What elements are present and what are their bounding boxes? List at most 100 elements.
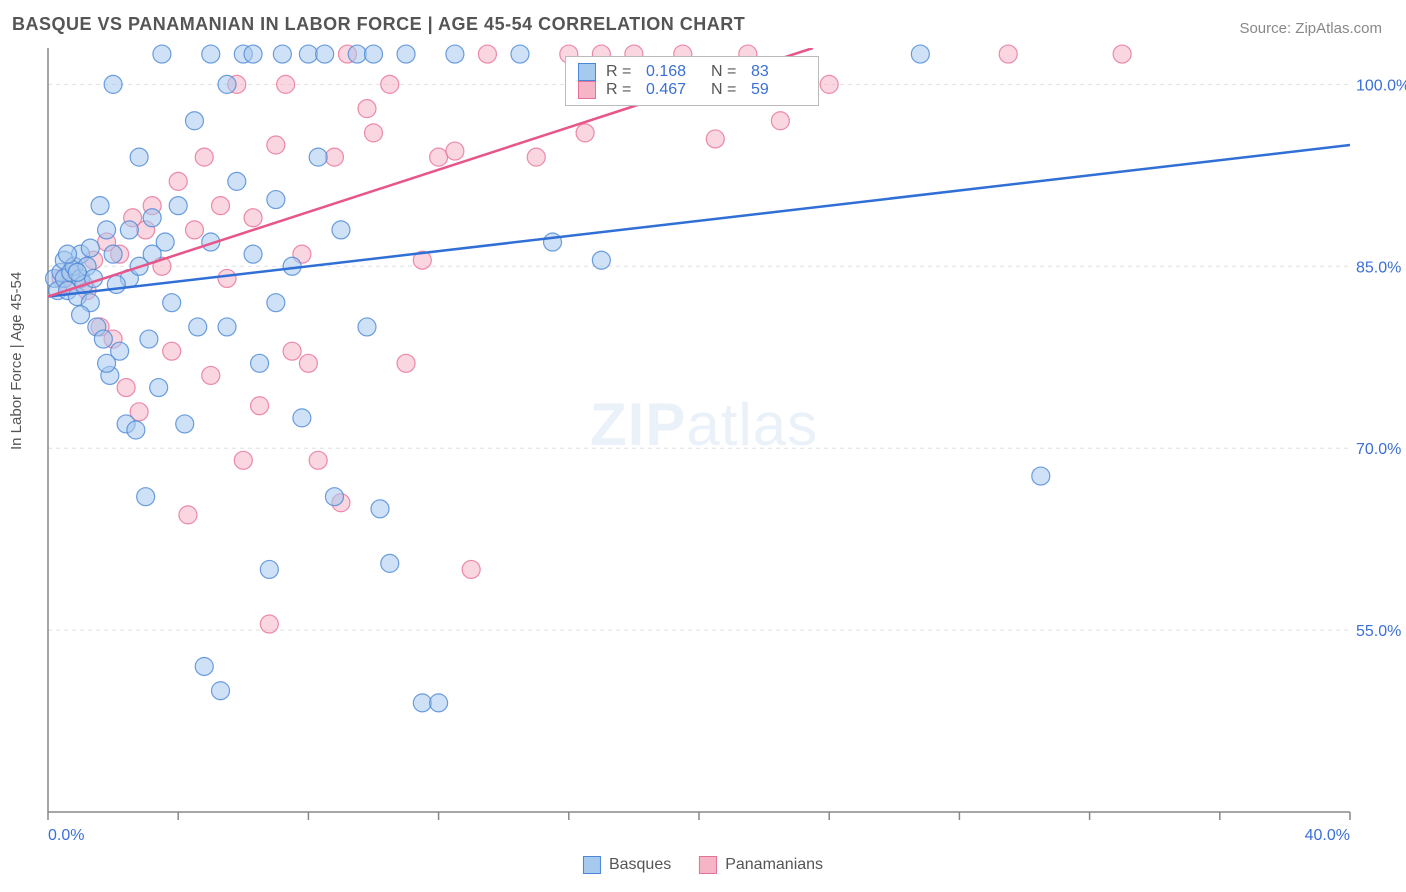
data-point [309, 148, 327, 166]
data-point [397, 354, 415, 372]
data-point [283, 342, 301, 360]
y-tick-label: 70.0% [1356, 441, 1401, 458]
r-label: R = [606, 81, 636, 99]
data-point [332, 221, 350, 239]
data-point [299, 45, 317, 63]
data-point [117, 379, 135, 397]
data-point [98, 354, 116, 372]
x-max-label: 40.0% [1305, 827, 1350, 844]
data-point [251, 397, 269, 415]
data-point [218, 269, 236, 287]
data-point [381, 554, 399, 572]
data-point [234, 451, 252, 469]
data-point [592, 251, 610, 269]
data-point [81, 239, 99, 257]
legend-label: Basques [609, 856, 671, 873]
data-point [706, 130, 724, 148]
data-point [218, 75, 236, 93]
data-point [189, 318, 207, 336]
legend-bottom: Basques Panamanians [583, 856, 823, 874]
n-value: 59 [751, 81, 806, 99]
legend-label: Panamanians [725, 856, 823, 873]
data-point [212, 682, 230, 700]
r-label: R = [606, 63, 636, 81]
data-point [277, 75, 295, 93]
data-point [511, 45, 529, 63]
data-point [202, 366, 220, 384]
trend-line [48, 145, 1350, 297]
data-point [68, 263, 86, 281]
data-point [150, 379, 168, 397]
data-point [371, 500, 389, 518]
x-min-label: 0.0% [48, 827, 84, 844]
data-point [273, 45, 291, 63]
n-label: N = [711, 81, 741, 99]
data-point [576, 124, 594, 142]
data-point [153, 45, 171, 63]
data-point [143, 209, 161, 227]
data-point [185, 112, 203, 130]
legend-swatch [578, 81, 596, 99]
data-point [413, 694, 431, 712]
data-point [127, 421, 145, 439]
data-point [309, 451, 327, 469]
y-tick-label: 55.0% [1356, 623, 1401, 640]
n-value: 83 [751, 63, 806, 81]
data-point [195, 657, 213, 675]
r-value: 0.467 [646, 81, 701, 99]
data-point [137, 488, 155, 506]
data-point [120, 221, 138, 239]
data-point [365, 124, 383, 142]
data-point [358, 318, 376, 336]
legend-stat-row: R = 0.168 N = 83 [578, 63, 806, 81]
data-point [462, 560, 480, 578]
data-point [1113, 45, 1131, 63]
data-point [325, 488, 343, 506]
data-point [544, 233, 562, 251]
data-point [244, 45, 262, 63]
data-point [163, 342, 181, 360]
data-point [104, 75, 122, 93]
data-point [1032, 467, 1050, 485]
data-point [446, 142, 464, 160]
data-point [260, 560, 278, 578]
data-point [98, 221, 116, 239]
data-point [107, 275, 125, 293]
data-point [260, 615, 278, 633]
data-point [267, 191, 285, 209]
data-point [381, 75, 399, 93]
legend-swatch [578, 63, 596, 81]
data-point [348, 45, 366, 63]
data-point [397, 45, 415, 63]
legend-item: Panamanians [699, 856, 823, 874]
r-value: 0.168 [646, 63, 701, 81]
data-point [169, 197, 187, 215]
data-point [202, 45, 220, 63]
data-point [218, 318, 236, 336]
data-point [446, 45, 464, 63]
data-point [771, 112, 789, 130]
data-point [91, 197, 109, 215]
data-point [820, 75, 838, 93]
data-point [251, 354, 269, 372]
legend-top: R = 0.168 N = 83 R = 0.467 N = 59 [565, 56, 819, 106]
data-point [999, 45, 1017, 63]
data-point [911, 45, 929, 63]
n-label: N = [711, 63, 741, 81]
data-point [267, 294, 285, 312]
data-point [176, 415, 194, 433]
data-point [244, 245, 262, 263]
data-point [185, 221, 203, 239]
data-point [195, 148, 213, 166]
chart-container: BASQUE VS PANAMANIAN IN LABOR FORCE | AG… [0, 0, 1406, 892]
data-point [212, 197, 230, 215]
data-point [130, 148, 148, 166]
y-tick-label: 100.0% [1356, 77, 1406, 94]
legend-swatch [699, 856, 717, 874]
legend-swatch [583, 856, 601, 874]
data-point [430, 148, 448, 166]
data-point [316, 45, 334, 63]
scatter-chart: 55.0%70.0%85.0%100.0%0.0%40.0% [0, 0, 1406, 892]
data-point [478, 45, 496, 63]
data-point [430, 694, 448, 712]
